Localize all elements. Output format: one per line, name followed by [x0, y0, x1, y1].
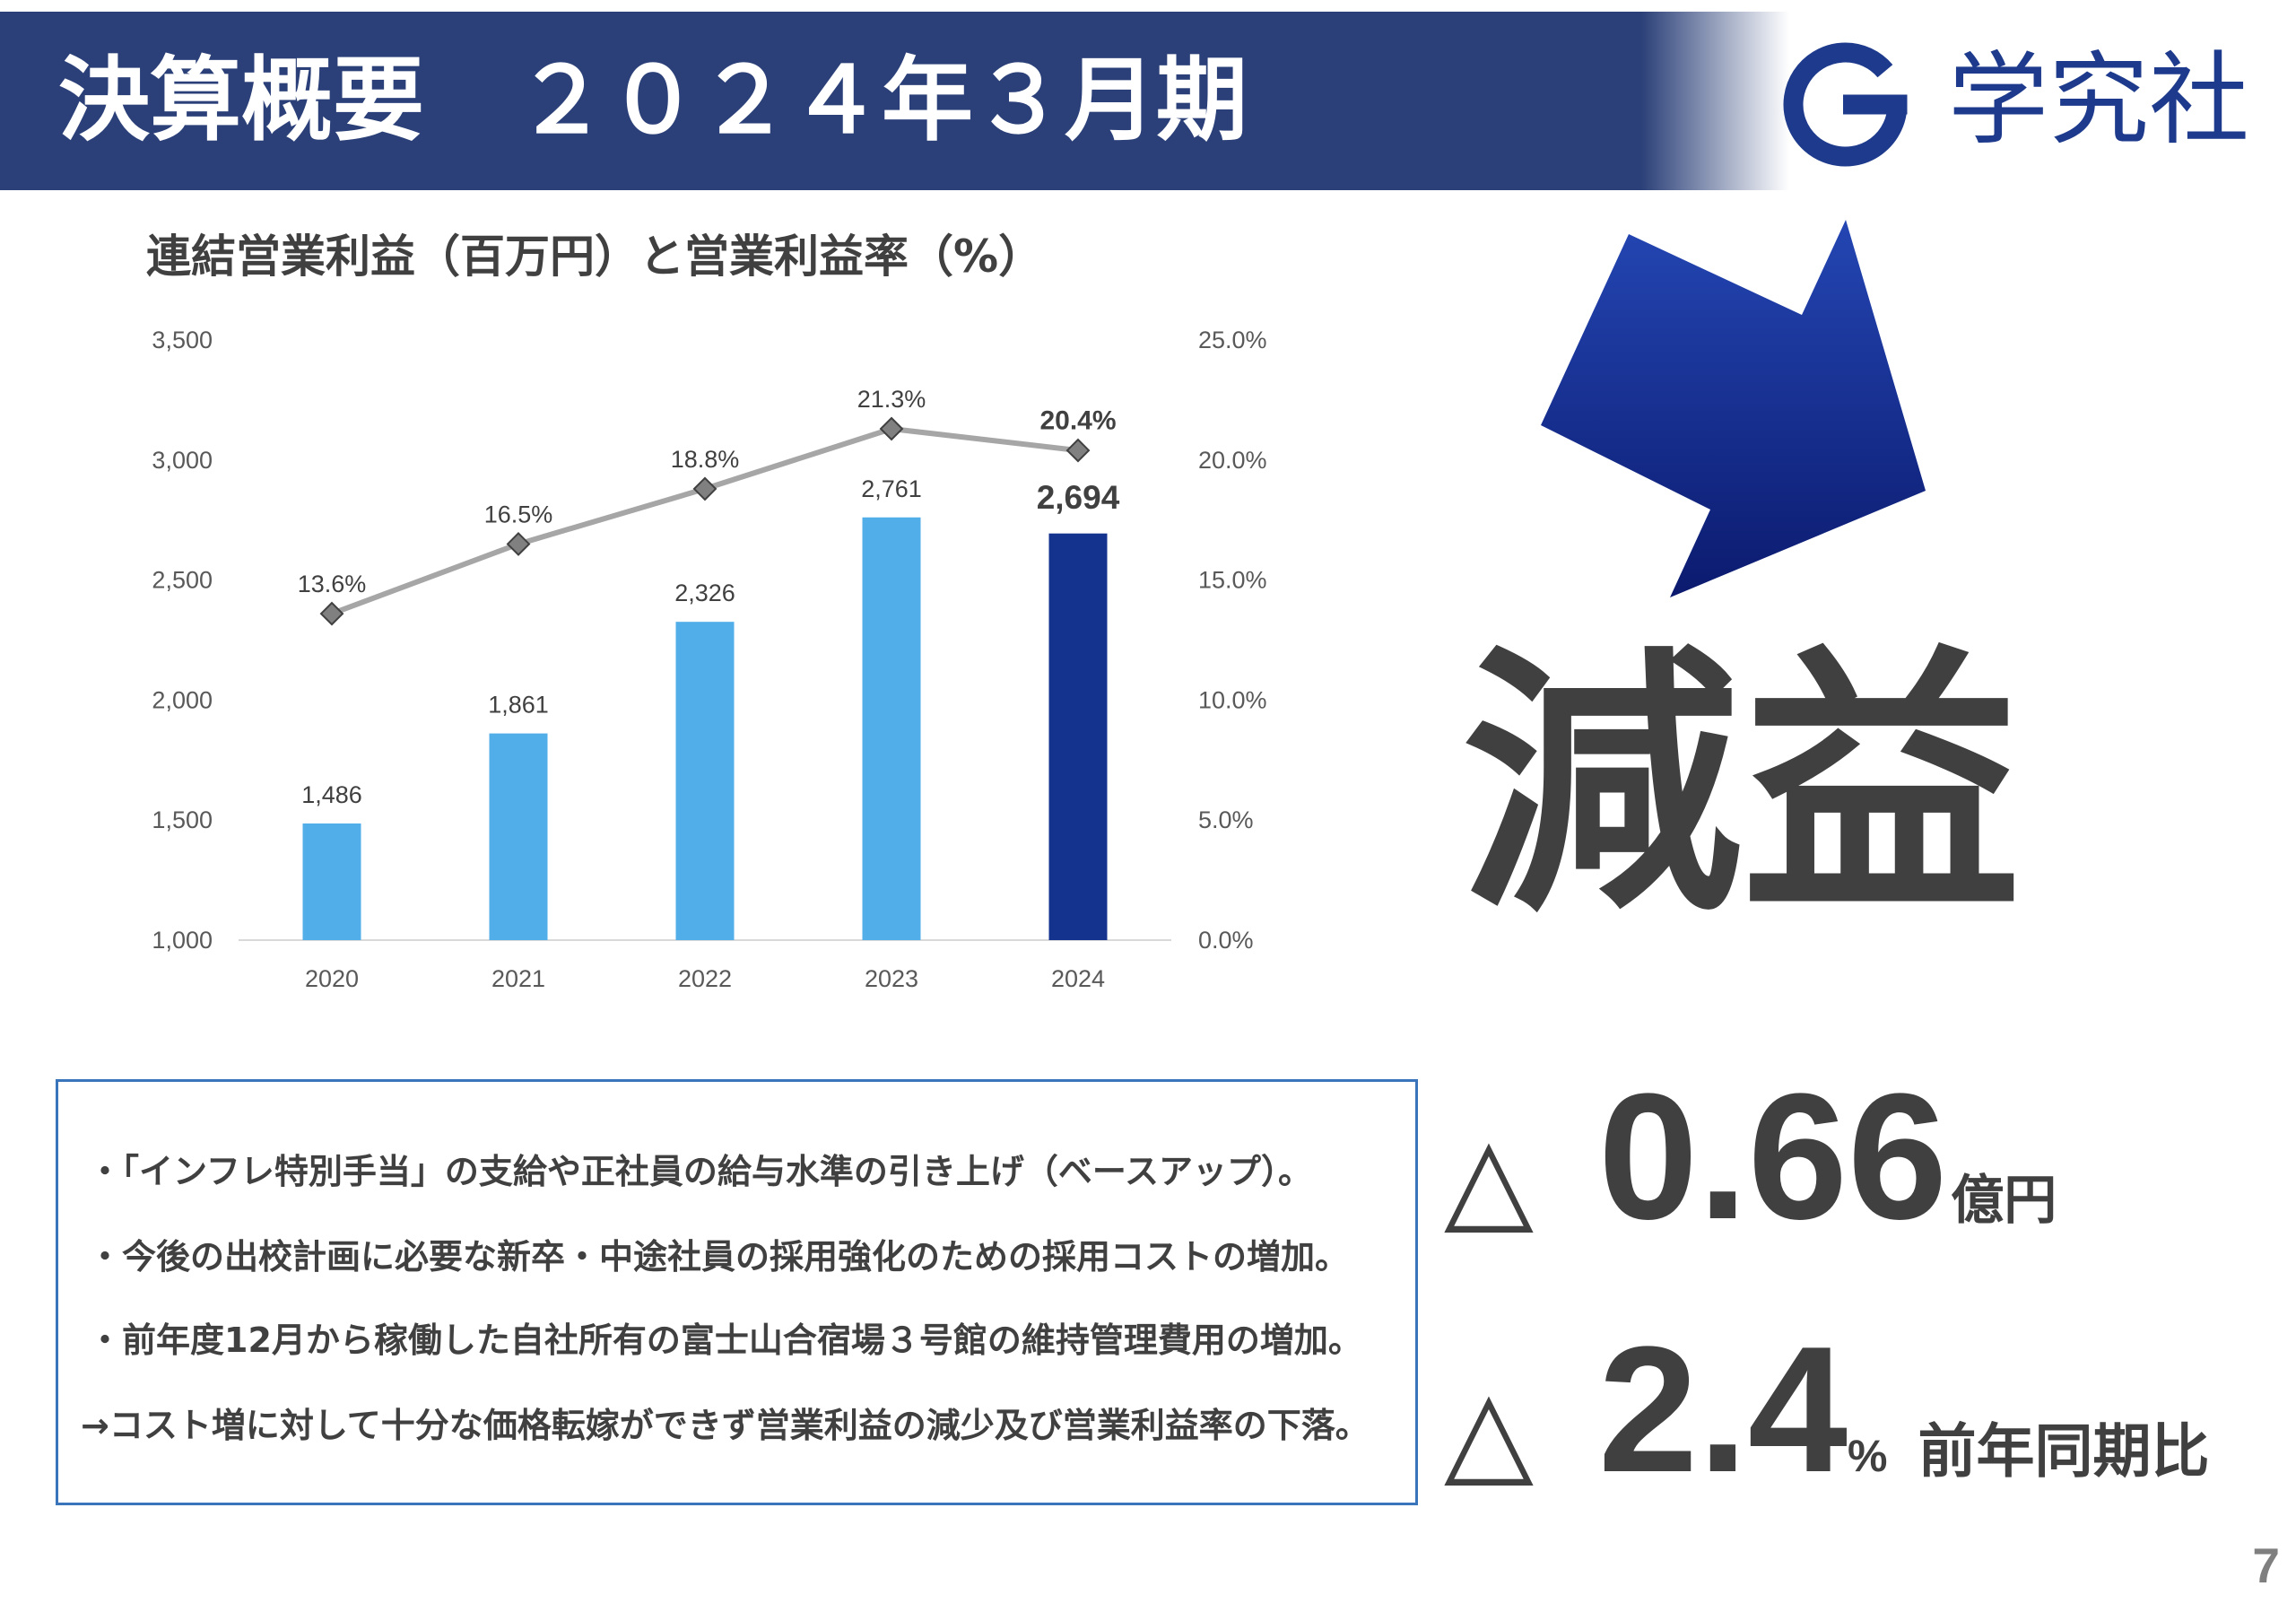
arrow-shape	[1541, 220, 1926, 597]
x-axis-tick-label: 2023	[865, 965, 918, 992]
line-marker-2023	[879, 416, 904, 441]
page-title: 決算概要 ２０２４年３月期	[58, 48, 1248, 154]
y-axis-tick-label: 3,500	[152, 327, 213, 353]
y2-axis-tick-label: 25.0%	[1198, 327, 1267, 353]
year-over-year-note: 前年同期比	[1918, 1418, 2210, 1486]
logo-company-name: 学究社	[1948, 42, 2249, 159]
x-axis-tick-label: 2021	[491, 965, 545, 992]
reason-line: ・前年度12月から稼働した自社所有の富士山合宿場３号館の維持管理費用の増加。	[88, 1320, 1362, 1360]
operating-profit-chart: 1,000 1,500 2,000 2,500 3,000 3,500 0.0% 5.0% 10…	[152, 327, 1267, 992]
margin-value-label: 20.4%	[1039, 406, 1116, 436]
profit-decline-percent: △ 2.4 % 前年同期比	[1444, 1320, 2210, 1500]
gakkyusha-logo-mark-icon	[1783, 42, 1908, 167]
decline-value: 0.66	[1598, 1057, 1948, 1257]
y-axis-tick-label: 1,000	[152, 927, 213, 954]
bar-value-label: 2,761	[861, 475, 922, 502]
y-axis-tick-label: 1,500	[152, 806, 213, 833]
y2-axis-tick-label: 0.0%	[1198, 927, 1254, 954]
headline-profit-decrease: 減益	[1462, 623, 2022, 949]
chart-title: 連結営業利益（百万円）と営業利益率（%）	[146, 231, 1044, 283]
bar-value-label: 2,326	[674, 580, 735, 606]
y2-axis-tick-label: 20.0%	[1198, 447, 1267, 474]
reason-line: ・今後の出校計画に必要な新卒・中途社員の採用強化のための採用コストの増加。	[88, 1237, 1350, 1277]
y-axis-tick-label: 3,000	[152, 447, 213, 474]
x-axis-tick-label: 2020	[305, 965, 359, 992]
y-axis-tick-label: 2,000	[152, 686, 213, 713]
bar-value-label: 2,694	[1037, 479, 1120, 516]
margin-value-label: 16.5%	[484, 501, 553, 527]
bar-2023	[862, 517, 921, 940]
y-axis-tick-label: 2,500	[152, 567, 213, 594]
header-band: 決算概要 ２０２４年３月期	[0, 12, 2296, 190]
x-axis-tick-label: 2022	[678, 965, 732, 992]
percent-unit: %	[1848, 1431, 1888, 1481]
page-number: 7	[2252, 1538, 2280, 1593]
down-right-arrow-icon	[1541, 220, 1926, 597]
profit-decline-amount: △ 0.66 億円	[1444, 1068, 2057, 1247]
line-marker-2021	[506, 532, 531, 556]
line-marker-2024	[1065, 438, 1091, 463]
line-marker-2022	[692, 476, 718, 501]
reason-line: ・「インフレ特別手当」の支給や正社員の給与水準の引き上げ（ベースアップ）。	[88, 1152, 1312, 1191]
decrease-triangle-icon: △	[1444, 1110, 1534, 1246]
reason-conclusion-line: →コスト増に対して十分な価格転嫁ができず営業利益の減少及び営業利益率の下落。	[81, 1406, 1370, 1445]
y2-axis-tick-label: 15.0%	[1198, 567, 1267, 594]
bar-2020	[302, 823, 361, 940]
bar-2022	[675, 622, 735, 940]
bar-2024	[1048, 533, 1108, 940]
decline-percent-value: 2.4	[1598, 1310, 1848, 1510]
bar-2021	[489, 733, 548, 940]
decline-unit: 億円	[1951, 1169, 2057, 1231]
line-marker-2020	[319, 601, 344, 626]
decrease-triangle-icon: △	[1444, 1363, 1534, 1499]
bar-value-label: 1,861	[488, 692, 549, 719]
y2-axis-tick-label: 5.0%	[1198, 806, 1254, 833]
x-axis-tick-label: 2024	[1051, 965, 1105, 992]
margin-value-label: 21.3%	[857, 386, 926, 413]
y2-axis-tick-label: 10.0%	[1198, 686, 1267, 713]
logo-bar	[1843, 94, 1908, 115]
logo-ring	[1783, 42, 1908, 167]
margin-value-label: 13.6%	[298, 571, 367, 597]
reasons-box: ・「インフレ特別手当」の支給や正社員の給与水準の引き上げ（ベースアップ）。 ・今…	[56, 1079, 1418, 1505]
bar-value-label: 1,486	[301, 781, 362, 808]
margin-value-label: 18.8%	[671, 446, 740, 473]
